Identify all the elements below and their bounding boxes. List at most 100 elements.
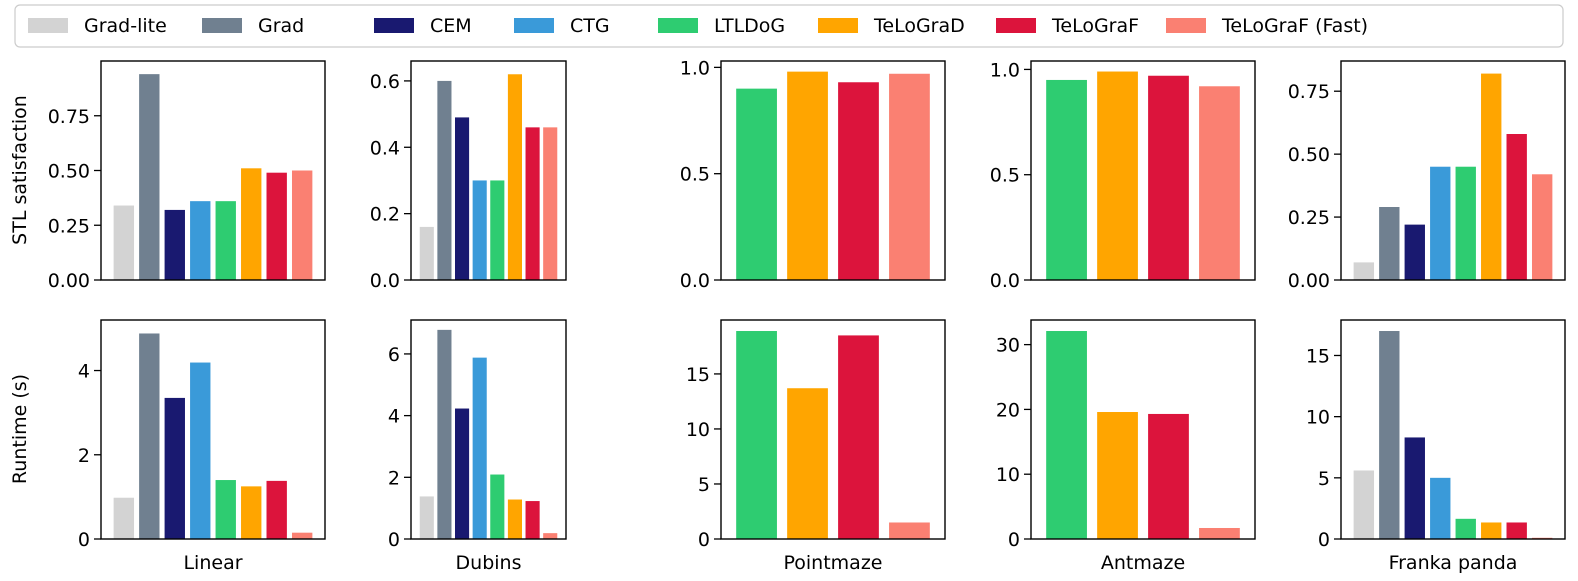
bar-telograf-fast bbox=[543, 533, 558, 539]
bar-ctg bbox=[190, 362, 211, 539]
bar-telograf-fast bbox=[1199, 527, 1240, 539]
panel-franka-panda-runtime: 0 5 10 15 Franka panda bbox=[1306, 319, 1566, 574]
y-tick-label: 0 bbox=[698, 529, 710, 551]
axes-frame bbox=[1030, 60, 1256, 281]
legend-label-cem: CEM bbox=[430, 15, 472, 37]
axes-frame bbox=[720, 60, 946, 281]
bar-grad-lite bbox=[419, 496, 434, 539]
panel-antmaze-satisfaction: 0.0 0.5 1.0 bbox=[990, 59, 1256, 292]
row-labels: STL satisfaction Runtime (s) bbox=[9, 95, 31, 484]
y-tick-label: 0.25 bbox=[1288, 207, 1330, 229]
y-tick-label: 10 bbox=[686, 419, 710, 441]
bar-cem bbox=[455, 117, 470, 280]
y-tick-label: 2 bbox=[78, 445, 90, 467]
x-axis-label: Pointmaze bbox=[784, 552, 883, 574]
panel-dubins-runtime: 0 2 4 6 Dubins bbox=[388, 319, 567, 574]
bar-telograf bbox=[525, 127, 540, 280]
chart-panels: 0.000.250.500.750.00.20.40.60.00.51.00.0… bbox=[48, 57, 1566, 574]
bar-telograd bbox=[1481, 522, 1502, 539]
y-tick-label: 1.0 bbox=[680, 57, 710, 79]
bar-telograf-fast bbox=[543, 127, 558, 280]
bar-telograf bbox=[1506, 134, 1527, 280]
bar-ltldog bbox=[736, 331, 777, 539]
bar-ltldog bbox=[1455, 518, 1476, 539]
legend-label-telograf-fast: TeLoGraF (Fast) bbox=[1221, 15, 1368, 37]
y-tick-label: 15 bbox=[686, 364, 710, 386]
bar-grad bbox=[1379, 207, 1400, 280]
bar-telograf-fast bbox=[1531, 174, 1553, 280]
bar-ltldog bbox=[1455, 166, 1476, 280]
legend-swatch-ctg bbox=[514, 18, 554, 33]
y-tick-label: 2 bbox=[388, 467, 400, 489]
axes-frame bbox=[410, 319, 567, 540]
legend-swatch-telograf-fast bbox=[1166, 18, 1206, 33]
bar-ltldog bbox=[490, 474, 505, 539]
y-tick-label: 10 bbox=[1306, 407, 1330, 429]
bar-grad bbox=[437, 80, 452, 280]
panel-franka-panda-satisfaction: 0.00 0.25 0.50 0.75 bbox=[1288, 60, 1566, 292]
legend-label-ltldog: LTLDoG bbox=[714, 15, 785, 37]
bar-telograd bbox=[241, 168, 262, 280]
bar-telograf bbox=[838, 335, 879, 539]
bar-telograf bbox=[266, 172, 287, 280]
y-tick-label: 0.4 bbox=[370, 137, 400, 159]
bar-telograf bbox=[525, 501, 540, 539]
y-tick-label: 0 bbox=[1008, 529, 1020, 551]
y-tick-label: 1.0 bbox=[990, 59, 1020, 81]
legend-label-grad: Grad bbox=[258, 15, 304, 37]
bar-telograf-fast bbox=[291, 532, 313, 539]
bar-ctg bbox=[472, 180, 487, 280]
panel-pointmaze-satisfaction: 0.0 0.5 1.0 bbox=[680, 57, 946, 292]
bar-telograd bbox=[1097, 412, 1138, 539]
bar-telograd bbox=[787, 71, 828, 280]
panel-linear-runtime: 0 2 4 Linear bbox=[78, 319, 326, 574]
bar-telograd bbox=[241, 486, 262, 539]
y-tick-label: 0.5 bbox=[680, 164, 710, 186]
bar-telograf bbox=[1506, 522, 1527, 539]
y-tick-label: 30 bbox=[996, 335, 1020, 357]
y-tick-label: 0.0 bbox=[990, 270, 1020, 292]
y-tick-label: 4 bbox=[78, 361, 90, 383]
row-label-runtime-s: Runtime (s) bbox=[9, 374, 31, 484]
bar-grad-lite bbox=[113, 497, 135, 539]
row-label-stl-satisfaction: STL satisfaction bbox=[9, 95, 31, 245]
x-axis-label: Franka panda bbox=[1389, 552, 1518, 574]
legend-swatch-cem bbox=[374, 18, 414, 33]
axes-frame bbox=[1340, 319, 1566, 540]
bar-cem bbox=[455, 408, 470, 539]
bar-ltldog bbox=[490, 180, 505, 280]
bar-telograf bbox=[1148, 75, 1189, 281]
axes-frame bbox=[720, 319, 946, 540]
bar-telograd bbox=[507, 74, 522, 281]
bar-telograf-fast bbox=[291, 170, 313, 280]
y-tick-label: 0 bbox=[78, 529, 90, 551]
bar-ltldog bbox=[1046, 331, 1087, 539]
bar-ltldog bbox=[215, 201, 236, 280]
bar-grad bbox=[139, 74, 160, 280]
y-tick-label: 10 bbox=[996, 464, 1020, 486]
y-tick-label: 0.0 bbox=[680, 270, 710, 292]
bar-cem bbox=[1404, 437, 1425, 539]
bar-grad-lite bbox=[113, 205, 135, 280]
y-tick-label: 0.2 bbox=[370, 204, 400, 226]
bar-telograf bbox=[266, 480, 287, 539]
bar-grad bbox=[1379, 331, 1400, 539]
y-tick-label: 0 bbox=[388, 529, 400, 551]
legend-swatch-grad-lite bbox=[28, 18, 68, 33]
bar-grad-lite bbox=[1353, 262, 1375, 280]
bar-telograd bbox=[1481, 73, 1502, 280]
legend-frame bbox=[14, 4, 1564, 48]
bar-ltldog bbox=[215, 480, 236, 539]
y-tick-label: 20 bbox=[996, 399, 1020, 421]
legend-swatch-telograf bbox=[996, 18, 1036, 33]
y-tick-label: 5 bbox=[1318, 468, 1330, 490]
legend-swatch-grad bbox=[202, 18, 242, 33]
y-tick-label: 0.75 bbox=[48, 106, 90, 128]
bar-telograf-fast bbox=[889, 73, 930, 280]
legend-label-telograd: TeLoGraD bbox=[873, 15, 965, 37]
bar-telograf bbox=[838, 82, 879, 280]
x-axis-label: Linear bbox=[183, 552, 242, 574]
y-tick-label: 0.00 bbox=[1288, 270, 1330, 292]
y-tick-label: 0.50 bbox=[1288, 144, 1330, 166]
